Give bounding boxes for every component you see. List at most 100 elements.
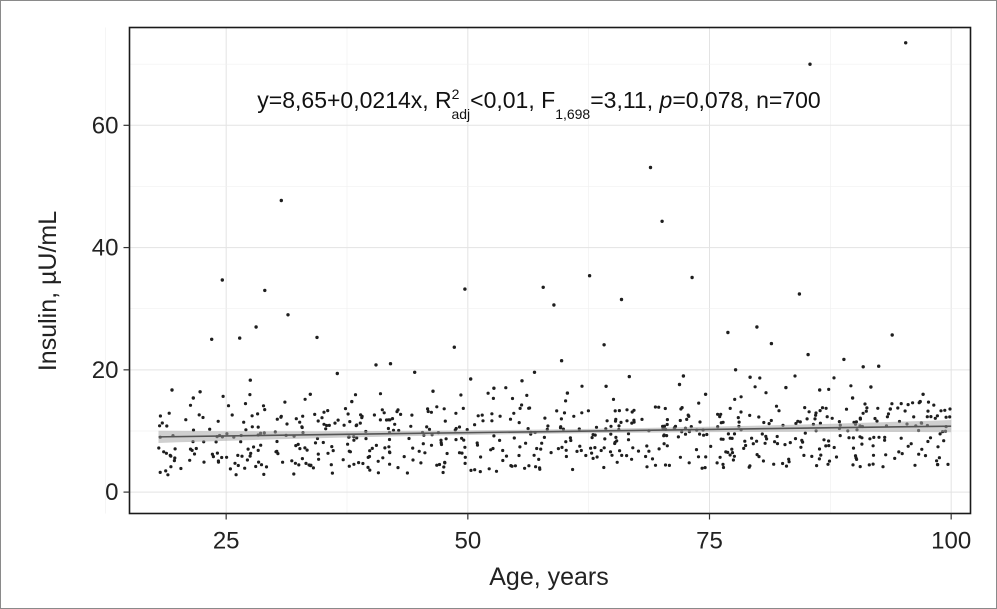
data-point bbox=[609, 424, 613, 428]
data-point bbox=[832, 376, 836, 380]
data-point bbox=[564, 454, 569, 459]
data-point bbox=[294, 444, 298, 448]
data-point bbox=[382, 411, 386, 415]
data-point bbox=[249, 451, 253, 455]
data-point bbox=[736, 416, 740, 420]
data-point bbox=[317, 457, 321, 461]
data-point bbox=[822, 438, 826, 442]
data-point bbox=[324, 427, 328, 431]
data-point bbox=[650, 457, 655, 461]
data-point bbox=[421, 442, 425, 446]
data-point bbox=[426, 409, 430, 414]
x-axis-ticks: 25 50 75 100 bbox=[213, 513, 971, 555]
data-point bbox=[402, 455, 406, 459]
data-point bbox=[316, 419, 320, 423]
data-point bbox=[619, 420, 623, 424]
data-point bbox=[775, 434, 779, 439]
data-point bbox=[774, 404, 779, 408]
data-point bbox=[388, 462, 392, 466]
data-point bbox=[943, 408, 947, 412]
data-point bbox=[673, 424, 678, 428]
data-point bbox=[827, 439, 831, 443]
data-point bbox=[904, 41, 908, 45]
data-point bbox=[378, 418, 382, 422]
data-point bbox=[926, 400, 931, 404]
data-point bbox=[591, 456, 595, 460]
data-point bbox=[164, 469, 168, 473]
data-point bbox=[603, 437, 607, 441]
data-point bbox=[517, 421, 521, 425]
data-point bbox=[838, 434, 842, 438]
data-point bbox=[279, 415, 283, 419]
data-point bbox=[192, 452, 197, 456]
data-point bbox=[772, 462, 776, 466]
data-point bbox=[824, 406, 828, 410]
data-point bbox=[228, 467, 232, 471]
data-point bbox=[863, 402, 867, 406]
data-point bbox=[374, 443, 378, 447]
data-point bbox=[322, 422, 326, 426]
data-point bbox=[462, 438, 466, 442]
y-tick-label: 60 bbox=[92, 112, 119, 139]
data-point bbox=[764, 434, 768, 438]
data-point bbox=[226, 404, 231, 408]
data-point bbox=[883, 435, 887, 439]
data-point bbox=[444, 437, 448, 441]
data-point bbox=[803, 406, 807, 410]
data-point bbox=[517, 453, 521, 458]
data-point bbox=[330, 445, 334, 449]
data-point bbox=[854, 456, 858, 460]
data-point bbox=[694, 448, 699, 452]
regression-line bbox=[158, 425, 952, 438]
data-point bbox=[381, 456, 385, 460]
data-point bbox=[437, 462, 442, 467]
data-point bbox=[348, 420, 352, 424]
data-point bbox=[501, 458, 505, 463]
data-point bbox=[858, 465, 862, 469]
data-point bbox=[918, 399, 922, 404]
data-point bbox=[690, 275, 694, 280]
data-point bbox=[321, 440, 325, 445]
data-point bbox=[678, 455, 683, 459]
data-point bbox=[700, 466, 704, 470]
y-axis-title: Insulin, µU/mL bbox=[34, 211, 62, 371]
y-tick-label: 0 bbox=[105, 479, 118, 506]
data-point bbox=[721, 420, 725, 424]
data-point bbox=[731, 458, 736, 462]
data-point bbox=[851, 446, 856, 450]
data-point bbox=[329, 463, 333, 467]
data-point bbox=[730, 436, 734, 440]
data-point bbox=[733, 397, 737, 401]
data-point bbox=[876, 406, 880, 410]
data-point bbox=[920, 447, 924, 451]
data-point bbox=[298, 420, 302, 424]
data-point bbox=[184, 418, 188, 422]
data-point bbox=[802, 453, 806, 457]
data-point bbox=[602, 446, 606, 450]
data-point bbox=[333, 421, 337, 425]
data-point bbox=[824, 444, 828, 448]
data-point bbox=[681, 374, 686, 378]
data-point bbox=[803, 431, 807, 435]
data-point bbox=[730, 451, 735, 455]
data-point bbox=[765, 437, 769, 441]
data-point bbox=[417, 449, 421, 453]
data-point bbox=[367, 454, 372, 459]
data-point bbox=[860, 436, 864, 440]
data-point bbox=[653, 463, 658, 467]
data-point bbox=[948, 407, 952, 411]
data-point bbox=[188, 403, 193, 407]
data-point bbox=[726, 432, 731, 436]
data-point bbox=[923, 454, 928, 458]
data-point bbox=[275, 439, 279, 444]
data-point bbox=[233, 461, 237, 465]
data-point bbox=[705, 432, 709, 437]
data-point bbox=[806, 352, 810, 357]
data-point bbox=[590, 436, 594, 440]
data-point bbox=[250, 414, 254, 418]
data-point bbox=[457, 451, 462, 455]
data-point bbox=[498, 414, 502, 418]
data-point bbox=[580, 384, 584, 388]
data-point bbox=[352, 462, 356, 466]
